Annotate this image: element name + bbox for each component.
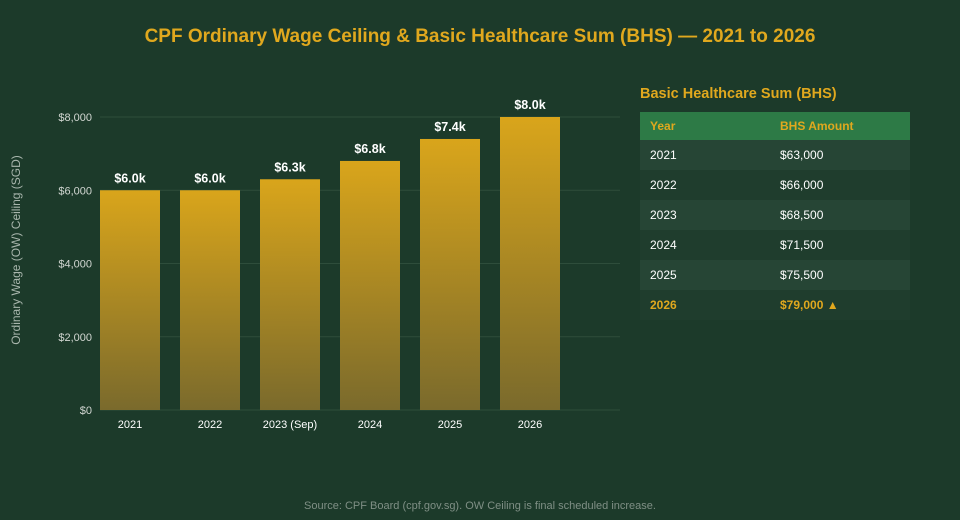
table-row: 2023 $68,500	[640, 200, 910, 230]
bhs-year-cell: 2023	[640, 200, 770, 230]
bhs-year-cell: 2025	[640, 260, 770, 290]
table-row: 2021 $63,000	[640, 140, 910, 170]
y-tick-label: $4,000	[58, 259, 92, 271]
bhs-amount-cell: $79,000 ▲	[770, 290, 910, 320]
bar-data-labels: $6.0k $6.0k $6.3k $6.8k $7.4k $8.0k	[114, 98, 545, 185]
x-tick-label: 2026	[518, 419, 542, 431]
x-tick-label: 2023 (Sep)	[263, 419, 317, 431]
bhs-amount-cell: $75,500	[770, 260, 910, 290]
bhs-year-cell: 2022	[640, 170, 770, 200]
table-row: 2024 $71,500	[640, 230, 910, 260]
bhs-amount-cell: $66,000	[770, 170, 910, 200]
bar-data-label: $6.8k	[354, 142, 385, 156]
bar	[180, 190, 240, 410]
bar	[420, 138, 480, 410]
table-row: 2022 $66,000	[640, 170, 910, 200]
bhs-header-amount: BHS Amount	[770, 112, 910, 140]
x-tick-label: 2024	[358, 419, 382, 431]
y-tick-label: $0	[80, 405, 92, 417]
table-row-highlighted: 2026 $79,000 ▲	[640, 290, 910, 320]
bhs-year-cell: 2026	[640, 290, 770, 320]
bhs-header-year: Year	[640, 112, 770, 140]
y-tick-label: $6,000	[58, 185, 92, 197]
bar	[100, 190, 160, 410]
bhs-amount-cell: $71,500	[770, 230, 910, 260]
bar-data-label: $6.3k	[274, 160, 305, 174]
bhs-amount-cell: $68,500	[770, 200, 910, 230]
bar	[340, 160, 400, 410]
x-tick-label: 2022	[198, 419, 222, 431]
x-tick-label: 2025	[438, 419, 462, 431]
y-axis-label: Ordinary Wage (OW) Ceiling (SGD)	[9, 155, 23, 345]
x-tick-label: 2021	[118, 419, 142, 431]
y-tick-label: $2,000	[58, 332, 92, 344]
ow-ceiling-bar-chart: $0$2,000$4,000$6,000$8,000 $6.0k $6.0k$6.…	[9, 98, 620, 431]
table-row: 2025 $75,500	[640, 260, 910, 290]
bhs-table: Year BHS Amount 2021 $63,000 2022 $66,00…	[640, 112, 910, 320]
source-note: Source: CPF Board (cpf.gov.sg). OW Ceili…	[304, 500, 656, 512]
bars	[100, 117, 560, 410]
bar	[260, 179, 320, 410]
bar	[500, 117, 560, 410]
bhs-year-cell: 2021	[640, 140, 770, 170]
bar-data-label: $7.4k	[434, 120, 465, 134]
y-tick-label: $8,000	[58, 112, 92, 124]
bar-data-label: $8.0k	[514, 98, 545, 112]
bar-data-label: $6.0k	[194, 171, 225, 185]
bhs-amount-cell: $63,000	[770, 140, 910, 170]
bhs-year-cell: 2024	[640, 230, 770, 260]
x-axis-ticks: 2021 2022 2023 (Sep) 2024 2025 2026	[118, 419, 542, 431]
page-title: CPF Ordinary Wage Ceiling & Basic Health…	[144, 26, 816, 47]
bhs-table-header-row: Year BHS Amount	[640, 112, 910, 140]
bar-data-label: $6.0k	[114, 171, 145, 185]
y-axis-ticks: $0 $2,000 $4,000 $6,000 $8,000	[58, 112, 92, 417]
bhs-table-title: Basic Healthcare Sum (BHS)	[640, 86, 837, 102]
